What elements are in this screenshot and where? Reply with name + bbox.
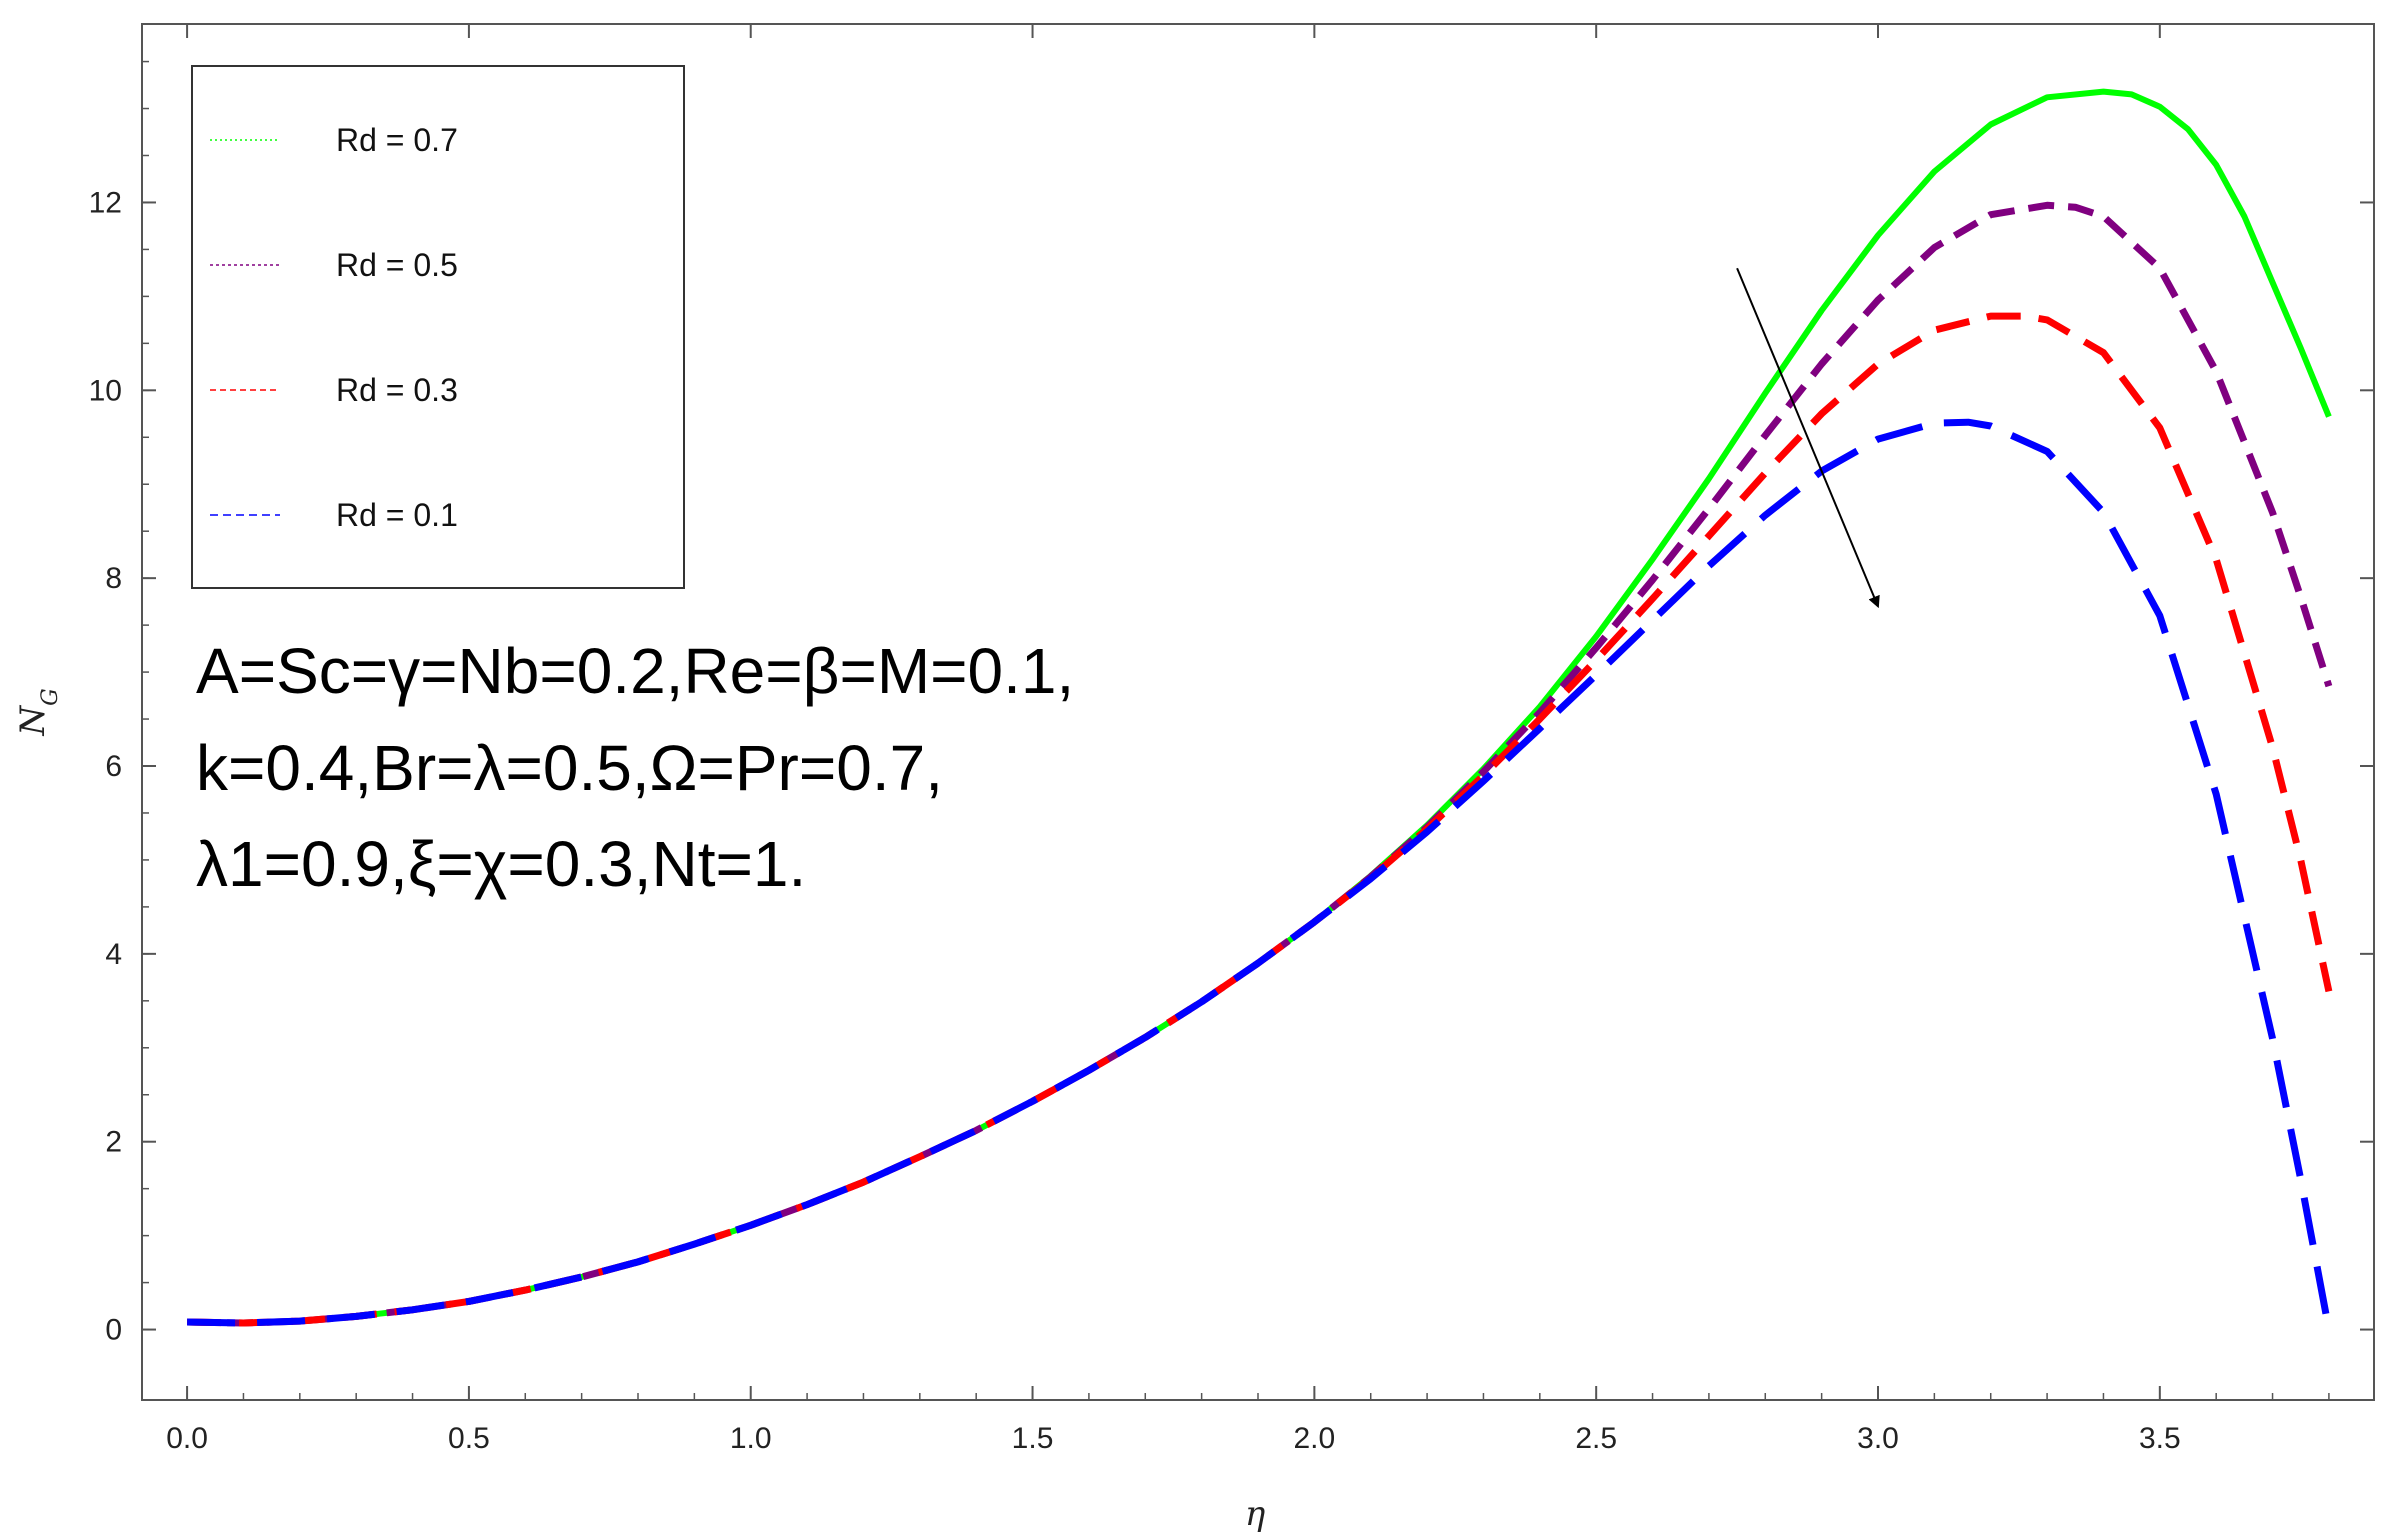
y-tick-label: 6 [105, 750, 122, 783]
parameter-annotation: A=Sc=γ=Nb=0.2,Re=β=M=0.1, k=0.4,Br=λ=0.5… [196, 635, 1074, 900]
legend-label: Rd = 0.1 [336, 497, 458, 533]
y-tick-label: 10 [89, 374, 122, 407]
x-tick-label: 1.5 [1012, 1422, 1054, 1455]
y-axis-title: NG [13, 688, 63, 736]
legend-box [191, 65, 685, 589]
x-tick-label: 2.5 [1575, 1422, 1617, 1455]
trend-arrow [1736, 267, 1880, 609]
y-tick-label: 12 [89, 186, 122, 219]
annotation-line-2: k=0.4,Br=λ=0.5,Ω=Pr=0.7, [196, 732, 943, 804]
x-axis-title: η [1245, 1494, 1266, 1534]
axis-ticks: 0.0 0.5 1.0 1.5 2.0 2.5 3.0 3.5 0 2 4 6 8 10 12 [89, 24, 2374, 1455]
y-tick-label: 0 [105, 1314, 122, 1347]
legend-label: Rd = 0.3 [336, 372, 458, 408]
series-line [187, 418, 2333, 1331]
y-axis-title-sub: G [38, 688, 63, 706]
legend: Rd = 0.7 Rd = 0.5 Rd = 0.3 Rd = 0.1 [191, 65, 685, 589]
x-tick-label: 2.0 [1294, 1422, 1336, 1455]
y-tick-label: 4 [105, 938, 122, 971]
series-layer [187, 88, 2333, 1331]
x-tick-label: 3.5 [2139, 1422, 2181, 1455]
x-tick-label: 1.0 [730, 1422, 772, 1455]
x-tick-label: 3.0 [1857, 1422, 1899, 1455]
legend-label: Rd = 0.7 [336, 122, 458, 158]
legend-label: Rd = 0.5 [336, 247, 458, 283]
y-tick-label: 2 [105, 1126, 122, 1159]
y-axis-title-main: N [13, 705, 53, 737]
y-tick-label: 8 [105, 562, 122, 595]
legend-items: Rd = 0.7 Rd = 0.5 Rd = 0.3 Rd = 0.1 [210, 122, 458, 533]
annotation-line-1: A=Sc=γ=Nb=0.2,Re=β=M=0.1, [196, 635, 1074, 707]
x-tick-label: 0.5 [448, 1422, 490, 1455]
annotation-line-3: λ1=0.9,ξ=χ=0.3,Nt=1. [196, 828, 806, 900]
x-tick-label: 0.0 [166, 1422, 208, 1455]
